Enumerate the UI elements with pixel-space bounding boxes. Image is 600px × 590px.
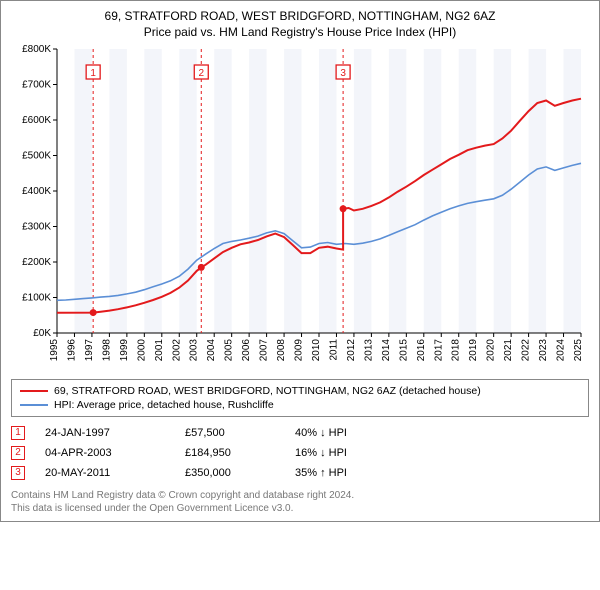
svg-text:2010: 2010 [311,339,322,362]
legend-row: 69, STRATFORD ROAD, WEST BRIDGFORD, NOTT… [20,384,580,398]
svg-text:2007: 2007 [259,339,270,362]
svg-text:2011: 2011 [328,339,339,361]
svg-text:2004: 2004 [206,339,217,362]
sales-date: 20-MAY-2011 [45,467,165,479]
svg-text:2003: 2003 [189,339,200,362]
svg-text:2017: 2017 [433,339,444,362]
sales-price: £57,500 [185,427,275,439]
svg-text:£400K: £400K [22,186,51,197]
svg-text:£200K: £200K [22,257,51,268]
svg-text:2020: 2020 [486,339,497,362]
title-block: 69, STRATFORD ROAD, WEST BRIDGFORD, NOTT… [11,9,589,39]
svg-text:£500K: £500K [22,151,51,162]
sales-delta: 16% ↓ HPI [295,447,385,459]
svg-text:2012: 2012 [346,339,357,362]
svg-text:1996: 1996 [66,339,77,362]
footer-line1: Contains HM Land Registry data © Crown c… [11,489,589,502]
legend-row: HPI: Average price, detached house, Rush… [20,398,580,412]
svg-text:2014: 2014 [381,339,392,362]
svg-text:1999: 1999 [119,339,130,362]
svg-text:2: 2 [198,68,204,79]
svg-text:2016: 2016 [416,339,427,362]
sales-marker: 2 [11,446,25,460]
svg-text:1995: 1995 [49,339,60,362]
sales-row: 3 20-MAY-2011 £350,000 35% ↑ HPI [11,463,589,483]
svg-text:£0K: £0K [33,328,51,339]
svg-text:£600K: £600K [22,115,51,126]
title-address: 69, STRATFORD ROAD, WEST BRIDGFORD, NOTT… [11,9,589,23]
legend-label: 69, STRATFORD ROAD, WEST BRIDGFORD, NOTT… [54,385,481,397]
svg-text:2024: 2024 [556,339,567,362]
sales-row: 1 24-JAN-1997 £57,500 40% ↓ HPI [11,423,589,443]
svg-text:2021: 2021 [503,339,514,362]
sales-date: 24-JAN-1997 [45,427,165,439]
title-subtitle: Price paid vs. HM Land Registry's House … [11,25,589,39]
svg-text:2018: 2018 [451,339,462,362]
sales-marker: 1 [11,426,25,440]
chart-area: £0K £100K £200K £300K £400K £500K £600K £700K £8… [11,43,589,373]
svg-text:1997: 1997 [84,339,95,362]
svg-text:2025: 2025 [573,339,584,362]
svg-text:1: 1 [90,68,96,79]
svg-text:2008: 2008 [276,339,287,362]
svg-text:2023: 2023 [538,339,549,362]
svg-text:1998: 1998 [101,339,112,362]
svg-text:2022: 2022 [521,339,532,362]
legend-swatch [20,390,48,392]
sales-price: £184,950 [185,447,275,459]
svg-text:2002: 2002 [171,339,182,362]
svg-text:3: 3 [340,68,346,79]
svg-text:£800K: £800K [22,44,51,55]
sales-price: £350,000 [185,467,275,479]
chart-container: 69, STRATFORD ROAD, WEST BRIDGFORD, NOTT… [0,0,600,522]
svg-text:2006: 2006 [241,339,252,362]
price-chart: £0K £100K £200K £300K £400K £500K £600K £700K £8… [11,43,589,373]
svg-text:2005: 2005 [224,339,235,362]
svg-text:2000: 2000 [136,339,147,362]
svg-text:2001: 2001 [154,339,165,362]
legend-swatch [20,404,48,406]
sales-row: 2 04-APR-2003 £184,950 16% ↓ HPI [11,443,589,463]
sales-marker: 3 [11,466,25,480]
svg-text:2009: 2009 [294,339,305,362]
svg-text:£700K: £700K [22,80,51,91]
svg-text:£100K: £100K [22,293,51,304]
footer-line2: This data is licensed under the Open Gov… [11,502,589,515]
legend-label: HPI: Average price, detached house, Rush… [54,399,274,411]
sales-delta: 35% ↑ HPI [295,467,385,479]
sales-date: 04-APR-2003 [45,447,165,459]
sales-table: 1 24-JAN-1997 £57,500 40% ↓ HPI 2 04-APR-2003… [11,423,589,483]
footer: Contains HM Land Registry data © Crown c… [11,489,589,515]
svg-text:£300K: £300K [22,222,51,233]
svg-text:2013: 2013 [363,339,374,362]
svg-text:2015: 2015 [398,339,409,362]
sales-delta: 40% ↓ HPI [295,427,385,439]
legend: 69, STRATFORD ROAD, WEST BRIDGFORD, NOTT… [11,379,589,417]
svg-text:2019: 2019 [468,339,479,362]
